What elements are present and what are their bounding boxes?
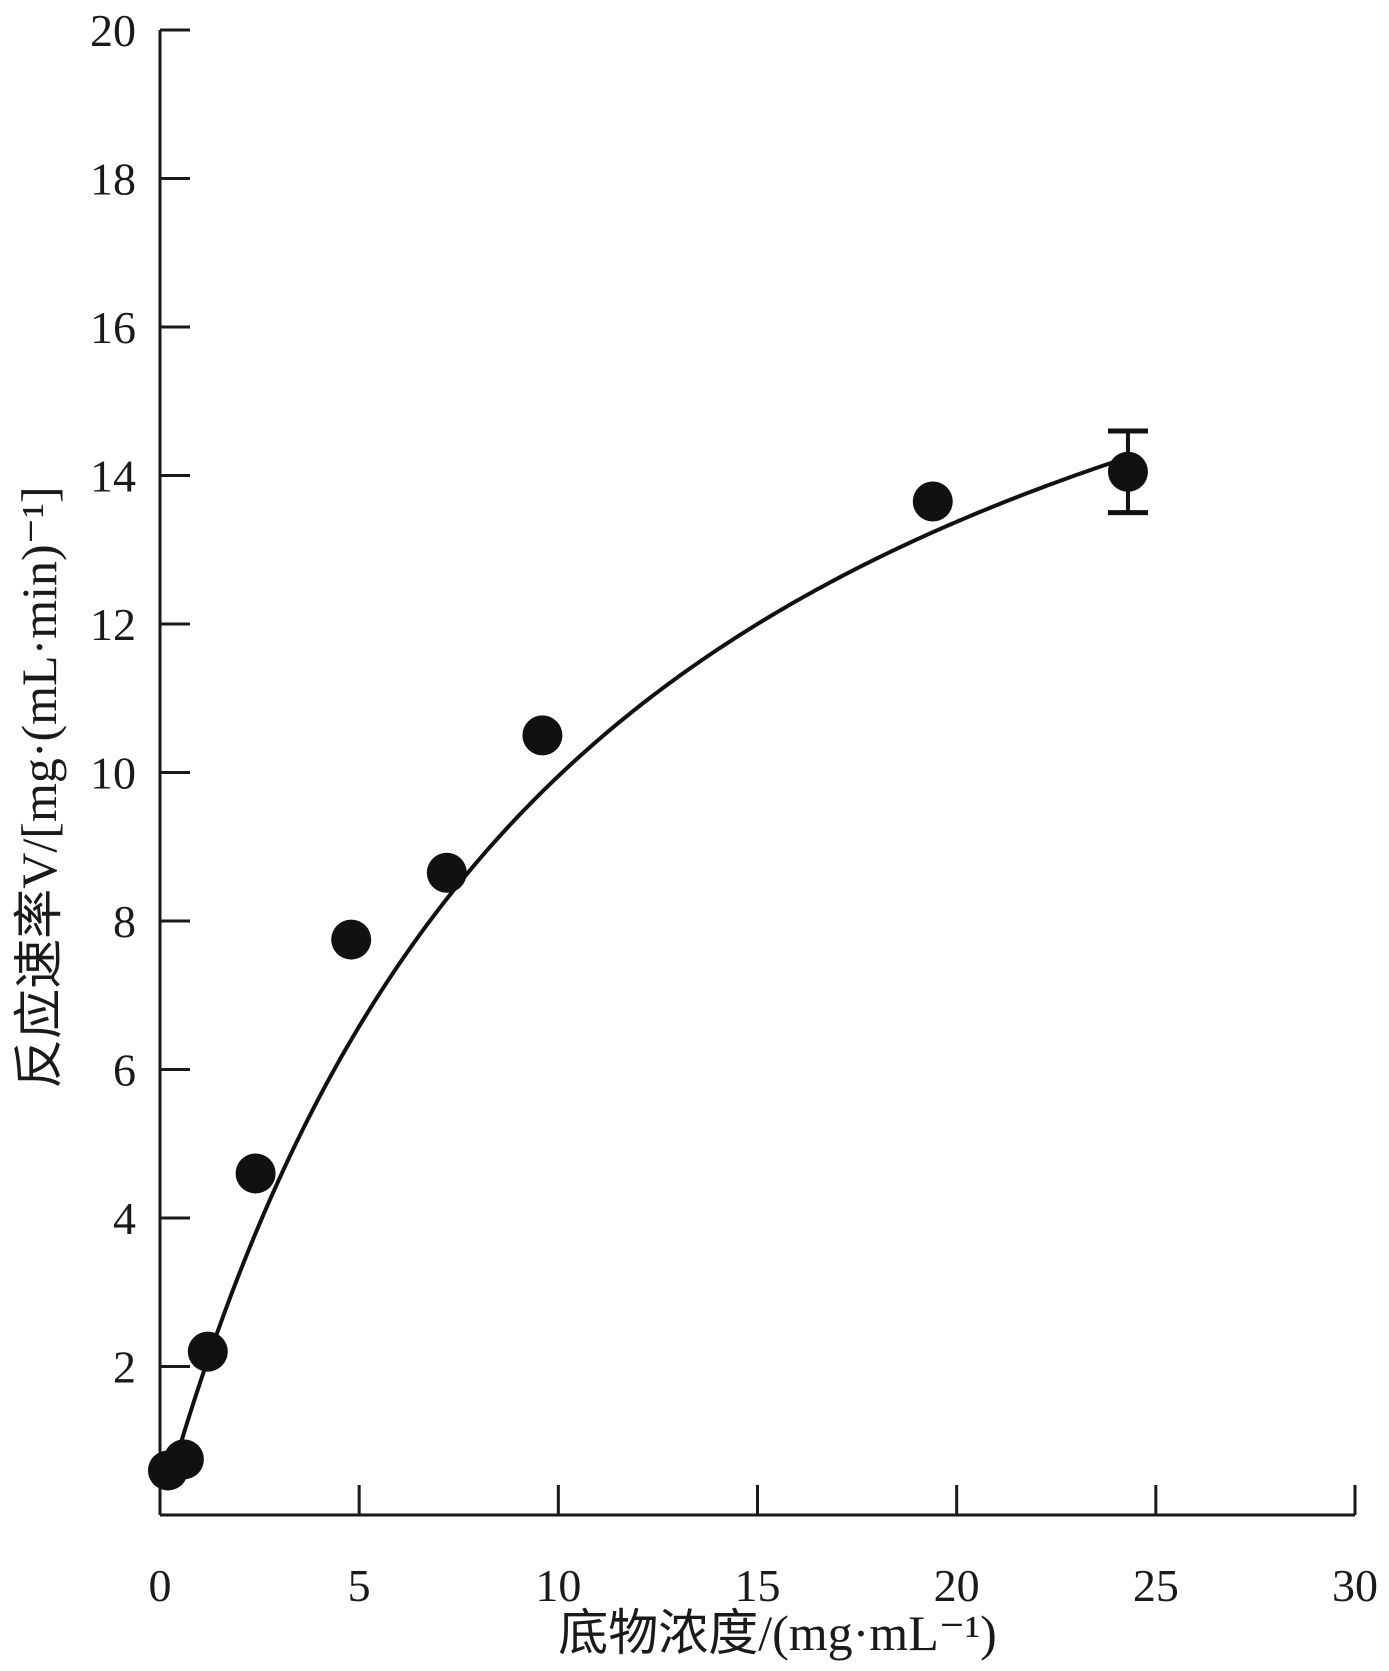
data-point	[522, 715, 563, 756]
y-tick-label: 10	[90, 748, 136, 799]
data-point	[163, 1439, 204, 1480]
data-point	[187, 1331, 228, 1372]
data-point	[1107, 451, 1148, 492]
ticks: 0 5 10 15 20 25 30 2 4 6 8 10 12 14 16 18 20	[90, 5, 1378, 1611]
x-tick-label: 5	[348, 1560, 371, 1611]
y-tick-label: 16	[90, 302, 136, 353]
y-tick-label: 8	[113, 896, 136, 947]
fit-curve-layer	[165, 455, 1129, 1488]
x-axis-title: 底物浓度/(mg·mL⁻¹)	[558, 1605, 997, 1661]
x-tick-label: 10	[535, 1560, 581, 1611]
y-tick-label: 6	[113, 1045, 136, 1096]
x-tick-label: 20	[934, 1560, 980, 1611]
data-points-layer	[147, 428, 1148, 1491]
axes	[158, 30, 1355, 1517]
fit-curve	[165, 455, 1129, 1488]
data-point	[426, 852, 467, 893]
x-tick-label: 15	[735, 1560, 781, 1611]
data-point	[912, 481, 953, 522]
y-tick-label: 2	[113, 1342, 136, 1393]
y-tick-label: 20	[90, 5, 136, 56]
y-tick-label: 12	[90, 599, 136, 650]
data-point	[235, 1153, 276, 1194]
y-axis-title: 反应速率V/[mg·(mL·min)⁻¹]	[11, 486, 67, 1088]
x-tick-label: 25	[1133, 1560, 1179, 1611]
y-tick-label: 14	[90, 451, 136, 502]
x-tick-label: 30	[1332, 1560, 1378, 1611]
y-tick-label: 18	[90, 154, 136, 205]
y-tick-label: 4	[113, 1193, 136, 1244]
x-tick-label: 0	[149, 1560, 172, 1611]
data-point	[331, 919, 372, 960]
